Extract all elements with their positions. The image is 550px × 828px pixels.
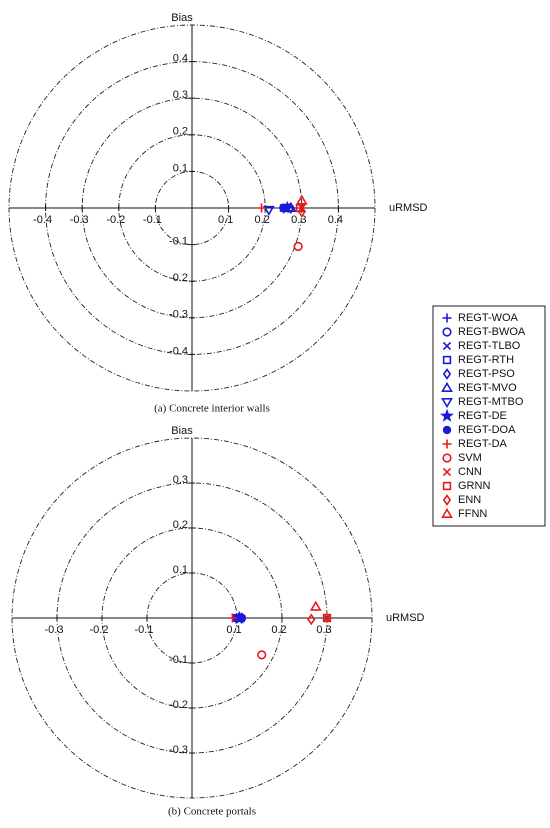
marker xyxy=(442,467,452,477)
marker xyxy=(442,313,452,323)
marker xyxy=(309,600,322,611)
marker xyxy=(442,341,452,351)
marker xyxy=(293,241,303,252)
legend-label: REGT-BWOA xyxy=(458,326,526,338)
x-tick-label: 0.2 xyxy=(255,214,270,226)
x-tick-label: 0.3 xyxy=(291,214,306,226)
marker xyxy=(442,494,452,506)
legend-label: REGT-MTBO xyxy=(458,396,524,408)
x-tick-label: -0.3 xyxy=(45,624,64,636)
legend-label: SVM xyxy=(458,452,482,464)
x-tick-label: 0.3 xyxy=(316,624,331,636)
x-tick-label: -0.4 xyxy=(33,214,52,226)
legend-label: REGT-RTH xyxy=(458,354,514,366)
legend-label: REGT-WOA xyxy=(458,312,519,324)
marker xyxy=(279,203,288,213)
y-tick-label: 0.1 xyxy=(173,162,188,174)
marker xyxy=(442,481,452,491)
marker xyxy=(441,507,453,518)
x-tick-label: -0.3 xyxy=(70,214,89,226)
marker xyxy=(442,453,452,463)
y-tick-label: 0.3 xyxy=(173,474,188,486)
y-tick-label: -0.3 xyxy=(169,744,188,756)
caption: (b) Concrete portals xyxy=(168,806,256,818)
marker xyxy=(441,381,453,392)
marker xyxy=(442,368,452,380)
y-tick-label: -0.1 xyxy=(169,236,188,248)
legend-label: CNN xyxy=(458,466,482,478)
legend-label: REGT-DA xyxy=(458,438,508,450)
x-tick-label: -0.1 xyxy=(135,624,154,636)
legend-label: REGT-DOA xyxy=(458,424,516,436)
y-tick-label: -0.3 xyxy=(169,309,188,321)
y-tick-label: 0.2 xyxy=(173,126,188,138)
y-tick-label: -0.4 xyxy=(169,345,188,357)
legend-label: REGT-DE xyxy=(458,410,507,422)
marker xyxy=(442,439,452,449)
y-tick-label: -0.1 xyxy=(169,654,188,666)
y-tick-label: 0.1 xyxy=(173,564,188,576)
marker xyxy=(297,205,306,218)
legend-label: REGT-MVO xyxy=(458,382,517,394)
x-tick-label: 0.4 xyxy=(328,214,343,226)
marker xyxy=(442,425,452,435)
legend-label: FFNN xyxy=(458,508,487,520)
marker xyxy=(322,613,332,623)
marker xyxy=(228,613,237,623)
x-tick-label: 0.2 xyxy=(271,624,286,636)
x-tick-label: -0.2 xyxy=(90,624,109,636)
x-tick-label: 0.1 xyxy=(218,214,233,226)
marker xyxy=(307,613,316,626)
legend-box xyxy=(432,305,546,527)
legend-label: ENN xyxy=(458,494,481,506)
x-axis-label: uRMSD xyxy=(386,612,425,624)
marker xyxy=(442,355,452,365)
y-tick-label: -0.2 xyxy=(169,272,188,284)
y-axis-label: Bias xyxy=(171,425,193,437)
legend-label: REGT-TLBO xyxy=(458,340,521,352)
marker xyxy=(257,650,267,660)
x-tick-label: -0.2 xyxy=(106,214,125,226)
marker xyxy=(257,203,267,213)
y-tick-label: 0.2 xyxy=(173,519,188,531)
marker xyxy=(442,327,452,337)
x-tick-label: 0.1 xyxy=(226,624,241,636)
y-axis-label: Bias xyxy=(171,12,193,24)
y-tick-label: 0.4 xyxy=(173,53,188,65)
y-tick-label: 0.3 xyxy=(173,89,188,101)
marker xyxy=(262,205,275,216)
legend-label: REGT-PSO xyxy=(458,368,515,380)
marker xyxy=(440,408,454,422)
caption: (a) Concrete interior walls xyxy=(154,403,270,415)
marker xyxy=(295,194,308,205)
marker xyxy=(322,613,332,623)
x-tick-label: -0.1 xyxy=(143,214,162,226)
marker xyxy=(441,398,453,409)
y-tick-label: -0.2 xyxy=(169,699,188,711)
legend-label: GRNN xyxy=(458,480,490,492)
x-axis-label: uRMSD xyxy=(389,202,428,214)
